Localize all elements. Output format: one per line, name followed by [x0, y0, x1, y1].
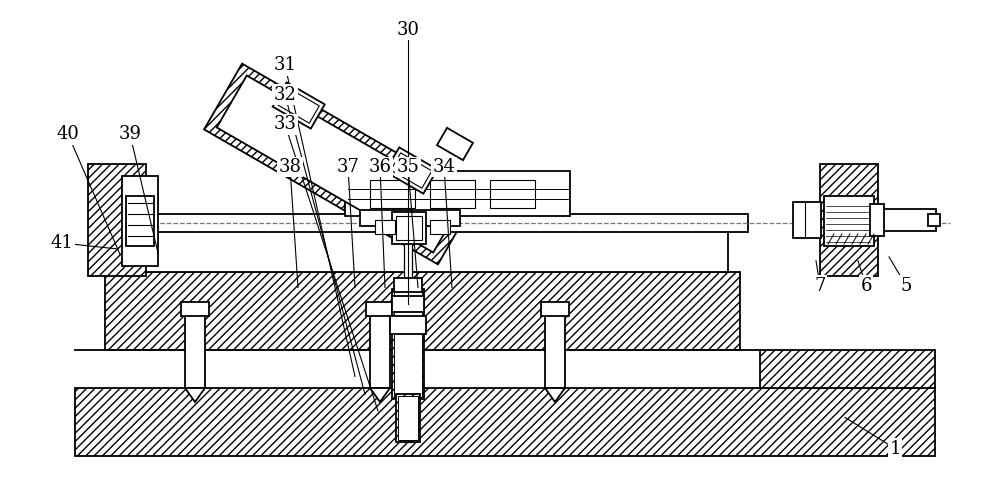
- Bar: [396, 216, 422, 240]
- Polygon shape: [204, 64, 476, 264]
- Bar: [370, 180, 415, 208]
- Bar: [88, 164, 146, 276]
- Text: 33: 33: [274, 116, 296, 133]
- Text: 30: 30: [396, 21, 420, 39]
- Bar: [760, 350, 935, 388]
- Polygon shape: [370, 388, 390, 402]
- Bar: [375, 220, 395, 234]
- Bar: [394, 278, 422, 292]
- Text: 34: 34: [433, 158, 455, 176]
- Polygon shape: [437, 128, 473, 160]
- Bar: [404, 242, 412, 442]
- Text: 40: 40: [57, 125, 79, 143]
- Bar: [392, 289, 424, 399]
- Bar: [398, 396, 418, 440]
- Bar: [430, 180, 475, 208]
- Bar: [130, 228, 728, 272]
- Text: 41: 41: [51, 234, 73, 252]
- Bar: [396, 394, 420, 442]
- Text: 37: 37: [337, 158, 359, 176]
- Bar: [490, 180, 535, 208]
- Text: 5: 5: [900, 277, 912, 294]
- Bar: [430, 220, 450, 234]
- Bar: [870, 204, 884, 236]
- Text: 38: 38: [278, 158, 302, 176]
- Bar: [392, 212, 426, 244]
- Text: 1: 1: [889, 440, 901, 457]
- Bar: [793, 202, 821, 238]
- Polygon shape: [278, 88, 319, 123]
- Bar: [392, 296, 424, 312]
- Bar: [345, 171, 570, 216]
- Polygon shape: [545, 388, 565, 402]
- Bar: [105, 272, 740, 350]
- Bar: [360, 210, 460, 226]
- Polygon shape: [273, 82, 325, 128]
- Polygon shape: [217, 76, 463, 252]
- Text: 32: 32: [274, 86, 296, 104]
- Polygon shape: [185, 388, 205, 402]
- Bar: [366, 302, 394, 316]
- Text: 31: 31: [274, 56, 296, 74]
- Bar: [181, 302, 209, 316]
- Bar: [541, 302, 569, 316]
- Bar: [75, 388, 935, 456]
- Bar: [545, 308, 565, 388]
- Bar: [390, 316, 426, 334]
- Text: 6: 6: [860, 277, 872, 294]
- Text: 36: 36: [368, 158, 392, 176]
- Bar: [126, 196, 154, 246]
- Bar: [370, 308, 390, 388]
- Polygon shape: [391, 153, 432, 188]
- Bar: [928, 214, 940, 226]
- Bar: [185, 308, 205, 388]
- Text: 35: 35: [397, 158, 419, 176]
- Polygon shape: [385, 147, 437, 194]
- Bar: [878, 209, 936, 231]
- Bar: [824, 196, 874, 246]
- Bar: [128, 214, 748, 232]
- Bar: [122, 176, 158, 266]
- Text: 7: 7: [814, 277, 826, 294]
- Bar: [394, 291, 422, 397]
- Text: 39: 39: [119, 125, 142, 143]
- Bar: [820, 164, 878, 276]
